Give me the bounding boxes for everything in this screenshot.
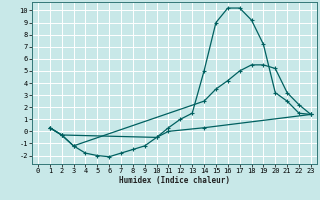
- X-axis label: Humidex (Indice chaleur): Humidex (Indice chaleur): [119, 176, 230, 185]
